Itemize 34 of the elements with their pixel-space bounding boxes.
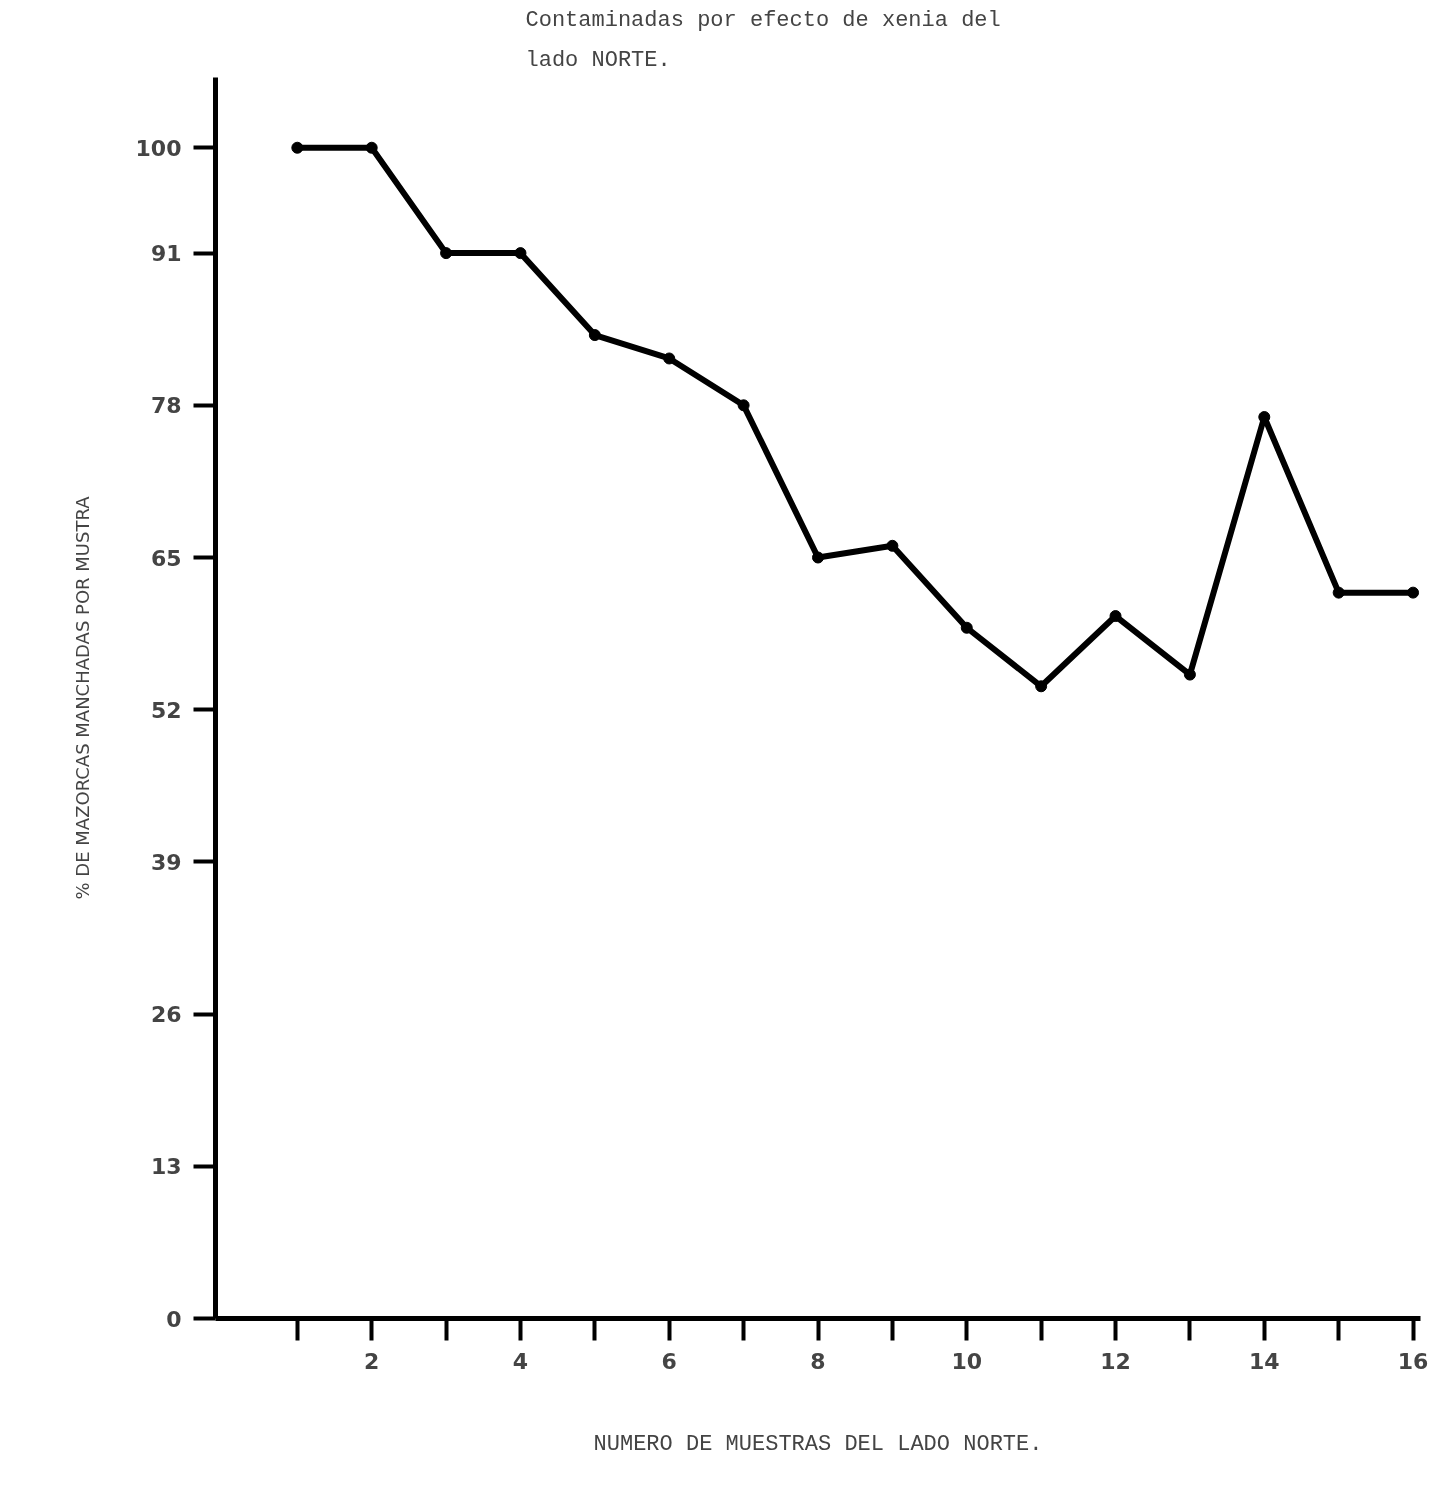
y-tick-label: 78 xyxy=(150,393,182,419)
x-tick-label: 12 xyxy=(1100,1348,1131,1374)
y-axis-title: % DE MAZORCAS MANCHADAS POR MUSTRA xyxy=(71,495,93,900)
y-tick-label: 39 xyxy=(150,849,182,875)
point xyxy=(1109,610,1122,623)
point xyxy=(1407,586,1420,599)
point xyxy=(514,247,527,260)
chart-title: Contaminadas por efecto de xenia del lado NORTE. xyxy=(525,7,1001,73)
point xyxy=(737,399,750,412)
point xyxy=(960,621,973,634)
y-tick-label: 65 xyxy=(150,545,182,571)
point xyxy=(291,141,304,154)
point xyxy=(365,141,378,154)
y-tick-label: 26 xyxy=(150,1002,182,1028)
x-tick-label: 2 xyxy=(364,1348,380,1374)
x-tick-label: 4 xyxy=(512,1348,529,1374)
point xyxy=(886,539,899,552)
x-tick-label: 10 xyxy=(951,1348,983,1374)
point xyxy=(1332,586,1345,599)
point xyxy=(1183,668,1196,681)
point xyxy=(1035,680,1048,693)
x-axis-title: NUMERO DE MUESTRAS DEL LADO NORTE. xyxy=(593,1431,1043,1457)
x-tick-label: 6 xyxy=(661,1348,677,1374)
y-tick-label: 91 xyxy=(150,241,182,267)
point xyxy=(812,551,824,564)
x-tick-label: 14 xyxy=(1248,1348,1280,1374)
y-tick-label: 13 xyxy=(150,1154,182,1180)
point xyxy=(588,329,601,342)
point xyxy=(663,352,676,365)
y-tick-label: 52 xyxy=(150,697,182,723)
y-tick-label: 100 xyxy=(135,135,182,161)
x-tick-label: 8 xyxy=(810,1348,826,1374)
y-tick-label: 0 xyxy=(166,1306,182,1332)
x-tick-label: 16 xyxy=(1397,1348,1429,1374)
